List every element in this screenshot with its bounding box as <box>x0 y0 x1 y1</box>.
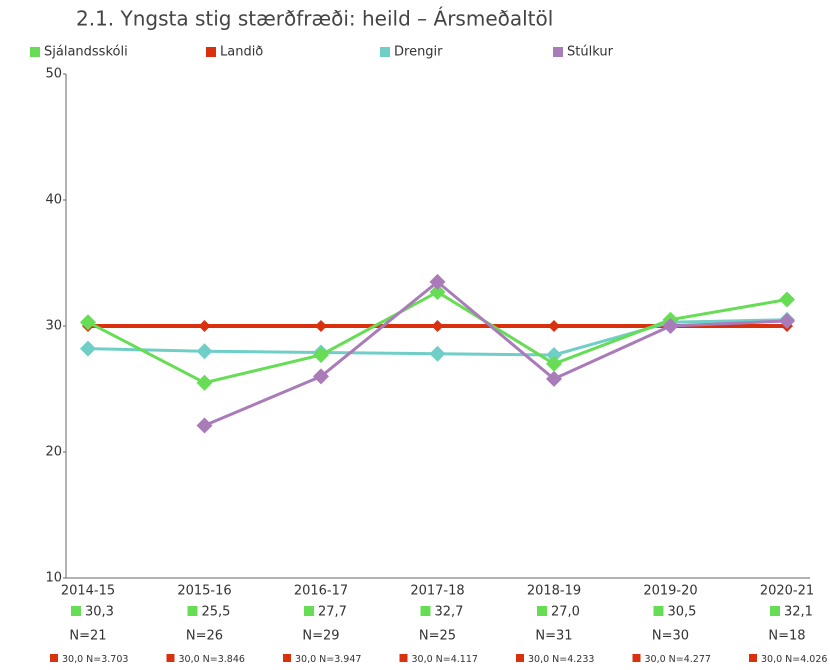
point-marker <box>80 340 96 357</box>
table-swatch <box>516 654 524 662</box>
point-marker <box>662 318 679 334</box>
value-label: 30,3 <box>85 605 114 620</box>
chart-title: 2.1. Yngsta stig stærðfræði: heild – Árs… <box>76 7 553 31</box>
y-tick-label: 20 <box>45 445 62 460</box>
table-swatch <box>50 654 58 662</box>
point-marker <box>313 346 329 363</box>
n-label: N=21 <box>69 629 106 644</box>
value-label: 30,0 <box>295 654 316 665</box>
value-label: 30,0 <box>761 654 782 665</box>
landid-label: 30,0 N=3.947 <box>295 654 361 665</box>
point-marker <box>313 368 329 385</box>
value-label: 27,7 <box>318 605 347 620</box>
n-label: N=30 <box>652 629 689 644</box>
landid-label: 30,0 N=4.277 <box>645 654 711 665</box>
legend-label: Stúlkur <box>567 45 614 60</box>
n-label: N=26 <box>186 629 223 644</box>
landid-label: 30,0 N=4.233 <box>528 654 594 665</box>
point-marker <box>546 355 562 372</box>
value-label: 27,0 <box>551 605 580 620</box>
legend-swatch <box>380 47 390 57</box>
point-marker <box>196 343 213 360</box>
landid-label: 30,0 N=4.026 <box>761 654 827 665</box>
n-label: N=4.277 <box>669 654 711 665</box>
n-label: N=25 <box>419 629 456 644</box>
series-line <box>87 290 788 385</box>
point-marker <box>548 320 560 332</box>
table-swatch <box>770 606 780 616</box>
point-marker <box>429 273 446 290</box>
table-swatch <box>749 654 757 662</box>
n-label: N=31 <box>535 629 572 644</box>
point-marker <box>546 370 562 387</box>
table-swatch <box>304 606 314 616</box>
legend-label: Sjálandsskóli <box>44 45 128 60</box>
table-swatch <box>420 606 431 616</box>
value-label: 30,5 <box>668 605 697 620</box>
table-swatch <box>71 606 81 616</box>
value-label: 30,0 <box>645 654 666 665</box>
point-marker <box>196 417 213 434</box>
legend-swatch <box>553 47 563 57</box>
x-tick-label: 2015-16 <box>177 584 231 599</box>
point-marker <box>431 320 444 332</box>
series-line <box>203 279 788 427</box>
x-tick-label: 2016-17 <box>294 584 348 599</box>
n-label: N=3.703 <box>86 654 128 665</box>
landid-label: 30,0 N=4.117 <box>412 654 478 665</box>
table-swatch <box>166 654 175 662</box>
table-swatch <box>537 606 547 616</box>
point-marker <box>429 345 446 362</box>
value-label: 25,5 <box>202 605 231 620</box>
value-label: 30,0 <box>528 654 549 665</box>
legend-swatch <box>30 47 40 57</box>
table-swatch <box>399 654 408 662</box>
point-marker <box>779 291 795 308</box>
n-label: N=4.233 <box>552 654 594 665</box>
landid-label: 30,0 N=3.703 <box>62 654 128 665</box>
table-swatch <box>653 606 664 616</box>
legend-swatch <box>206 47 216 57</box>
n-label: N=4.026 <box>785 654 827 665</box>
x-tick-label: 2020-21 <box>760 584 814 599</box>
x-tick-label: 2019-20 <box>643 584 697 599</box>
value-label: 32,1 <box>784 605 813 620</box>
table-swatch <box>187 606 198 616</box>
value-label: 30,0 <box>62 654 83 665</box>
point-marker <box>779 312 795 329</box>
table-swatch <box>283 654 291 662</box>
table-swatch <box>632 654 641 662</box>
point-marker <box>80 314 96 331</box>
y-tick-label: 40 <box>45 193 62 208</box>
x-tick-label: 2014-15 <box>61 584 115 599</box>
n-label: N=3.846 <box>203 654 245 665</box>
point-marker <box>315 320 327 332</box>
value-label: 32,7 <box>435 605 464 620</box>
y-tick-label: 30 <box>45 319 62 334</box>
legend-label: Drengir <box>394 45 443 60</box>
point-marker <box>198 320 211 332</box>
n-label: N=3.947 <box>319 654 361 665</box>
legend-label: Landið <box>220 45 263 60</box>
value-label: 30,0 <box>179 654 200 665</box>
y-tick-label: 10 <box>45 571 62 586</box>
point-marker <box>429 283 446 300</box>
x-tick-label: 2017-18 <box>410 584 464 599</box>
y-tick-label: 50 <box>45 67 62 82</box>
x-tick-label: 2018-19 <box>527 584 581 599</box>
n-label: N=4.117 <box>436 654 478 665</box>
value-label: 30,0 <box>412 654 433 665</box>
point-marker <box>196 374 213 391</box>
n-label: N=18 <box>768 629 805 644</box>
point-marker <box>546 346 562 363</box>
n-label: N=29 <box>302 629 339 644</box>
landid-label: 30,0 N=3.846 <box>179 654 245 665</box>
